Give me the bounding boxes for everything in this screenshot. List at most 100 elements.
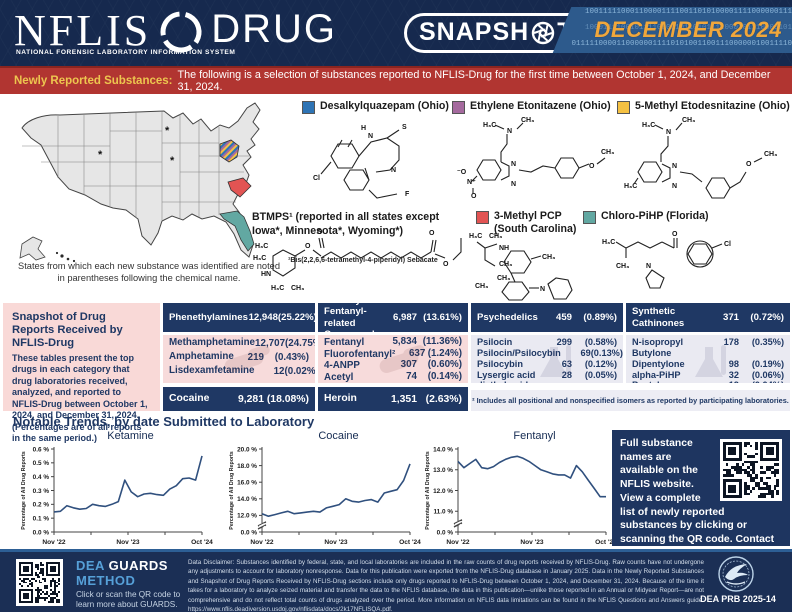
- svg-text:N: N: [666, 129, 671, 136]
- svg-text:*: *: [98, 149, 103, 161]
- table-row: Psilocybin 63 (0.12%): [477, 358, 617, 369]
- nflis-ring-logo: [160, 11, 202, 53]
- table-body: Fentanyl 5,834 (11.36%) Fluorofentanyl² 637(…: [318, 335, 468, 383]
- table-row: Lysergic acid diethylamide (LSD)28(0.05%…: [477, 369, 617, 383]
- table-row: Fluorofentanyl² 637 (1.24%): [324, 347, 462, 360]
- svg-text:Oct '24: Oct '24: [595, 539, 617, 546]
- svg-text:Percentage of All Drug Reports: Percentage of All Drug Reports: [21, 451, 27, 529]
- binary-row: 0111110000110000001111010100110011100000…: [571, 40, 792, 48]
- svg-text:N: N: [507, 128, 512, 135]
- svg-text:0.4 %: 0.4 %: [33, 474, 50, 481]
- svg-text:18.0 %: 18.0 %: [237, 463, 257, 470]
- drug-table-psychedelics: Psychedelics 459 (0.89%) Psilocin 299 (0.58%)…: [471, 303, 623, 383]
- table-header: Synthetic Cathinones 371 (0.72%): [626, 303, 790, 332]
- svg-text:N: N: [511, 161, 516, 168]
- drug-table-fentanyl: Fentanyl and Fentanyl-related Compounds6…: [318, 295, 468, 411]
- svg-text:H₃C: H₃C: [624, 183, 637, 190]
- svg-text:O: O: [589, 163, 595, 170]
- svg-text:S: S: [402, 124, 407, 131]
- legend-swatch: [302, 101, 315, 114]
- excluded-state-asterisks: * * *: [98, 125, 175, 167]
- table-row: Acetyl fentanyl74(0.14%): [324, 370, 462, 383]
- table-row: N-isopropyl Butylone 178 (0.35%): [632, 337, 784, 358]
- badge-text-left: SNAPSH: [419, 18, 530, 46]
- svg-text:CH₃: CH₃: [475, 283, 488, 290]
- nflis-contact-box: Full substance names are available on th…: [612, 430, 790, 559]
- svg-text:CH₃: CH₃: [521, 117, 534, 124]
- svg-text:14.0 %: 14.0 %: [237, 496, 257, 503]
- svg-text:N: N: [646, 263, 651, 270]
- table-row: Fentanyl 5,834 (11.36%): [324, 336, 462, 348]
- btmps-footnote: ¹Bis(2,2,6,6-tetramethyl-4-piperidyl) Se…: [288, 257, 438, 264]
- table-footer-row: Cocaine 9,281 (18.08%): [163, 387, 315, 411]
- publication-number: DEA PRB 2025-14: [700, 594, 776, 604]
- guards-block: DEA GUARDS METHOD Click or scan the QR c…: [76, 558, 184, 611]
- svg-text:H: H: [361, 125, 366, 132]
- legend-swatch: [583, 211, 596, 224]
- svg-text:0.5 %: 0.5 %: [33, 460, 50, 467]
- guards-qr-code[interactable]: [16, 559, 63, 606]
- svg-text:O: O: [672, 231, 678, 238]
- svg-text:H₃C: H₃C: [255, 243, 268, 250]
- legend-item-3-methyl-pcp: 3-Methyl PCP (South Carolina): [476, 210, 576, 236]
- chart-ketamine: Ketamine 0.0 % 0.1 % 0.2 % 0.3 % 0.4 % 0.5 % 0…: [18, 430, 213, 548]
- table-body: N-isopropyl Butylone 178 (0.35%) Dipentylon…: [626, 335, 790, 383]
- legend-item-ethylene-etonitazene: Ethylene Etonitazene (Ohio): [452, 100, 611, 114]
- legend-item-chloro-pihp: Chloro-PiHP (Florida): [583, 210, 709, 224]
- chart-title: Ketamine: [107, 430, 154, 442]
- snapshot-intro-box: Snapshot of Drug Reports Received by NFL…: [3, 303, 160, 443]
- binary-row: 1001111100011000011110011010100001111000…: [584, 8, 792, 16]
- svg-text:Nov '22: Nov '22: [446, 539, 470, 546]
- svg-text:H₃C: H₃C: [271, 285, 284, 292]
- banner-text: The following is a selection of substanc…: [177, 69, 771, 93]
- substance-list-qr-code[interactable]: [720, 439, 782, 501]
- line-chart-plot: 0.0 % 11.0 % 12.0 % 13.0 % 14.0 % Nov '22 Nov …: [425, 446, 617, 546]
- svg-text:Nov '23: Nov '23: [116, 539, 140, 546]
- disclaimer-link[interactable]: https://www.nflis.deadiversion.usdoj.gov…: [188, 605, 393, 612]
- legend-item-desalkylquazepam: Desalkylquazepam (Ohio): [302, 100, 449, 114]
- svg-text:Nov '23: Nov '23: [324, 539, 348, 546]
- svg-text:Cl: Cl: [724, 241, 731, 248]
- svg-text:F: F: [405, 191, 410, 198]
- isomer-footnote: ² Includes all positional and nonspecifi…: [471, 390, 790, 411]
- state-florida: [219, 210, 255, 252]
- svg-text:N: N: [672, 183, 677, 190]
- svg-text:N: N: [540, 286, 545, 293]
- header: NFLIS DRUG NATIONAL FORENSIC LABORATORY …: [0, 0, 792, 66]
- table-row: Dipentylone 98 (0.19%): [632, 358, 784, 369]
- svg-text:11.0 %: 11.0 %: [433, 509, 453, 516]
- svg-text:H₃C: H₃C: [483, 122, 496, 129]
- banner-label: Newly Reported Substances:: [14, 75, 173, 87]
- map-caption: States from which each new substance was…: [18, 261, 281, 284]
- svg-text:0.6 %: 0.6 %: [33, 446, 50, 453]
- chemical-structure-desalkylquazepam: H N S N Cl F: [305, 116, 435, 211]
- table-body: Psilocin 299 (0.58%) Psilocin/Psilocybin 69(…: [471, 335, 623, 383]
- chart-cocaine: Cocaine 0.0 % 12.0 % 14.0 % 16.0 % 18.0 % 20.…: [226, 430, 421, 548]
- svg-text:CH₃: CH₃: [682, 117, 695, 124]
- svg-text:N: N: [672, 163, 677, 170]
- table-footer-row: Heroin 1,351 (2.63%): [318, 387, 468, 411]
- logo-text: NFLIS: [14, 6, 152, 55]
- chemical-structure-3-methyl-pcp: CH₃ N: [478, 244, 583, 305]
- svg-text:CH₃: CH₃: [616, 263, 629, 270]
- chemical-structure-chloro-pihp: H₃C CH₃ N O Cl: [600, 228, 770, 297]
- svg-text:16.0 %: 16.0 %: [237, 480, 257, 487]
- svg-text:12.0 %: 12.0 %: [237, 513, 257, 520]
- svg-text:Nov '22: Nov '22: [42, 539, 66, 546]
- svg-text:NH: NH: [499, 245, 509, 252]
- line-chart-plot: 0.0 % 0.1 % 0.2 % 0.3 % 0.4 % 0.5 % 0.6 % Nov '…: [21, 446, 213, 546]
- table-row: Psilocin/Psilocybin 69 (0.13%): [477, 347, 623, 358]
- trends-title: Notable Trends, by date Submitted to Lab…: [13, 414, 315, 429]
- guards-dea: DEA: [76, 558, 105, 573]
- svg-text:Cl: Cl: [313, 175, 320, 182]
- drug-table-synthetic-cathinones: Synthetic Cathinones 371 (0.72%) N-isopropy…: [626, 303, 790, 383]
- svg-text:O: O: [305, 243, 311, 250]
- chart-fentanyl: Fentanyl 0.0 % 11.0 % 12.0 % 13.0 % 14.0 % No…: [422, 430, 617, 548]
- table-header: Phenethylamines 12,948 (25.22%): [163, 303, 317, 332]
- table-row: alpha-PiHP 32 (0.06%): [632, 369, 784, 380]
- svg-text:CH₃: CH₃: [542, 254, 555, 261]
- us-map: * * *: [19, 102, 261, 263]
- svg-text:H₃C: H₃C: [469, 233, 482, 240]
